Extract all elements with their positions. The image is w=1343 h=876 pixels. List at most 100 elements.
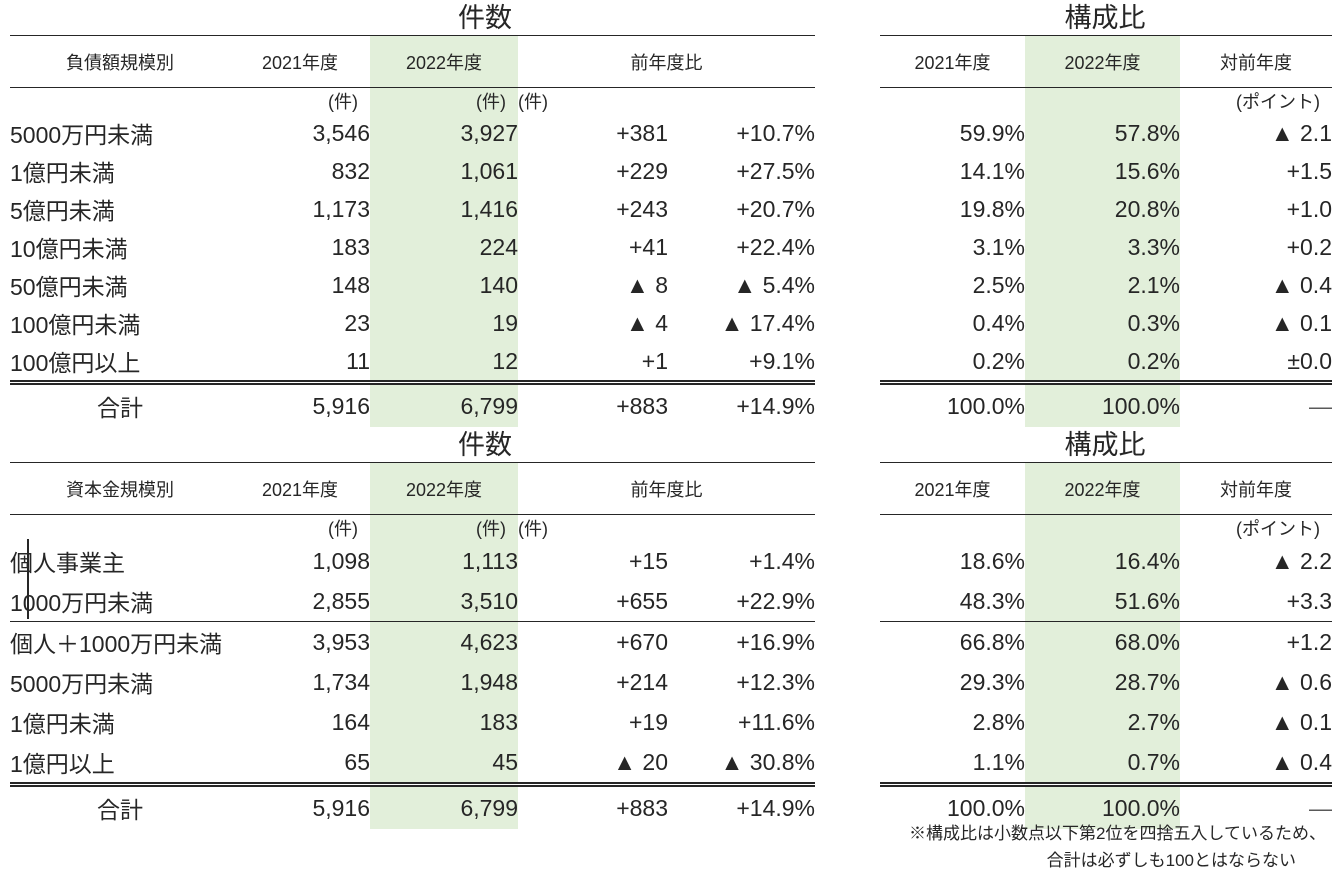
ratio-diff: ▲ 0.1: [1270, 708, 1332, 735]
table-row: 5000万円未満 1,734 1,948 +214 +12.3%: [10, 662, 815, 702]
unit-spacer: [880, 88, 1025, 115]
table-row: 2.5% 2.1% ▲ 0.4: [880, 266, 1332, 304]
value-2022: 12: [492, 347, 518, 374]
unit-label-points: (ポイント): [1236, 519, 1320, 539]
title-count-capital: 件数: [458, 430, 512, 460]
value-pct: +9.1%: [749, 347, 815, 374]
ratio-2021: 48.3%: [880, 581, 1025, 622]
unit-label-points: (ポイント): [1236, 92, 1320, 112]
total-label: 合計: [10, 380, 230, 427]
unit-row: (件) (件) (件): [10, 515, 815, 542]
value-2021: 23: [344, 309, 370, 336]
ratio-diff: +3.3: [1180, 581, 1332, 622]
col-header-yoy: 対前年度: [1180, 35, 1332, 88]
ratio-2021: 59.9%: [959, 119, 1025, 146]
value-pct: ▲ 17.4%: [720, 309, 815, 336]
ratio-2021: 1.1%: [972, 748, 1025, 775]
ratio-2022: 0.2%: [1127, 347, 1180, 374]
ratio-diff: +1.5: [1286, 157, 1332, 184]
header-row: 負債額規模別 2021年度 2022年度 前年度比: [10, 35, 815, 88]
capital-count-table: 資本金規模別 2021年度 2022年度 前年度比 (件) (件) (件) 個人…: [10, 462, 815, 829]
value-diff: +243: [616, 195, 668, 222]
value-2022: 3,927: [460, 119, 518, 146]
col-header-yoy: 前年度比: [518, 35, 815, 88]
total-2021: 5,916: [230, 380, 370, 427]
ratio-diff: +1.0: [1286, 195, 1332, 222]
category-label: 5000万円未満: [10, 671, 154, 697]
col-header-2021: 2021年度: [880, 462, 1025, 515]
ratio-2021: 29.3%: [959, 668, 1025, 695]
footnote-line-1: ※構成比は小数点以下第2位を四捨五入しているため、: [909, 824, 1326, 843]
category-label: 1億円以上: [10, 751, 115, 777]
unit-spacer: [880, 515, 1025, 542]
total-pct: +14.9%: [668, 782, 815, 829]
value-diff: ▲ 8: [626, 271, 668, 298]
col-header-2021: 2021年度: [230, 462, 370, 515]
col-header-2022: 2022年度: [370, 462, 518, 515]
value-pct: +22.9%: [668, 581, 815, 622]
table-row: 10億円未満 183 224 +41 +22.4%: [10, 228, 815, 266]
value-diff: +19: [628, 708, 668, 735]
value-2022: 140: [479, 271, 518, 298]
table-row: 個人事業主 1,098 1,113 +15 +1.4%: [10, 541, 815, 581]
ratio-diff: ±0.0: [1287, 347, 1332, 374]
table-row: 5000万円未満 3,546 3,927 +381 +10.7%: [10, 114, 815, 152]
total-row: 合計 5,916 6,799 +883 +14.9%: [10, 782, 815, 829]
ratio-2021: 19.8%: [959, 195, 1025, 222]
table-row-group-end: 1000万円未満 2,855 3,510 +655 +22.9%: [10, 581, 815, 622]
col-header-2021: 2021年度: [880, 35, 1025, 88]
value-pct: ▲ 30.8%: [720, 748, 815, 775]
value-2022: 19: [492, 309, 518, 336]
total-2021: 100.0%: [880, 380, 1025, 427]
col-header-2022: 2022年度: [1025, 35, 1180, 88]
table-row: 3.1% 3.3% +0.2: [880, 228, 1332, 266]
col-header-2022: 2022年度: [1025, 462, 1180, 515]
value-2022: 1,061: [460, 157, 518, 184]
table-row: 19.8% 20.8% +1.0: [880, 190, 1332, 228]
total-2022: 100.0%: [1025, 782, 1180, 829]
unit-label-2022: (件): [476, 519, 506, 539]
category-label: 100億円以上: [10, 350, 141, 376]
footnote-line-2: 合計は必ずしも100とはならない: [1046, 851, 1296, 870]
ratio-diff: ▲ 0.4: [1270, 748, 1332, 775]
value-2022: 4,623: [460, 628, 518, 655]
ratio-2022: 20.8%: [1114, 195, 1180, 222]
ratio-2021: 66.8%: [959, 628, 1025, 655]
ratio-2021: 0.4%: [972, 309, 1025, 336]
unit-spacer: [668, 88, 815, 115]
table-row: 100億円以上 11 12 +1 +9.1%: [10, 342, 815, 383]
table-row: 5億円未満 1,173 1,416 +243 +20.7%: [10, 190, 815, 228]
table-row: 29.3% 28.7% ▲ 0.6: [880, 662, 1332, 702]
value-diff: ▲ 4: [626, 309, 668, 336]
value-diff: +381: [616, 119, 668, 146]
unit-row: (件) (件) (件): [10, 88, 815, 115]
value-2022: 183: [479, 708, 518, 735]
ratio-2022: 28.7%: [1114, 668, 1180, 695]
category-label: 50億円未満: [10, 274, 128, 300]
value-2022: 1,113: [462, 547, 518, 574]
unit-label-yoy: (件): [518, 92, 548, 112]
table-row: 2.8% 2.7% ▲ 0.1: [880, 702, 1332, 742]
table-row: 18.6% 16.4% ▲ 2.2: [880, 541, 1332, 581]
category-label: 1億円未満: [10, 711, 115, 737]
table-row: 50億円未満 148 140 ▲ 8 ▲ 5.4%: [10, 266, 815, 304]
unit-spacer: [668, 515, 815, 542]
total-diff: —: [1180, 782, 1332, 829]
ratio-2022: 0.7%: [1127, 748, 1180, 775]
ratio-diff: ▲ 0.1: [1270, 309, 1332, 336]
col-header-2022: 2022年度: [370, 35, 518, 88]
unit-label-yoy: (件): [518, 519, 548, 539]
debt-count-table: 負債額規模別 2021年度 2022年度 前年度比 (件) (件) (件) 50…: [10, 35, 815, 427]
total-label: 合計: [10, 782, 230, 829]
value-diff: +41: [628, 233, 668, 260]
total-pct: +14.9%: [668, 380, 815, 427]
value-diff: ▲ 20: [613, 748, 668, 775]
value-2021: 164: [331, 708, 370, 735]
category-label: 1000万円未満: [10, 581, 230, 622]
col-header-category: 資本金規模別: [10, 462, 230, 515]
category-label: 10億円未満: [10, 236, 128, 262]
ratio-2022: 15.6%: [1114, 157, 1180, 184]
category-label: 1億円未満: [10, 160, 115, 186]
table-row: 59.9% 57.8% ▲ 2.1: [880, 114, 1332, 152]
table-row: 14.1% 15.6% +1.5: [880, 152, 1332, 190]
